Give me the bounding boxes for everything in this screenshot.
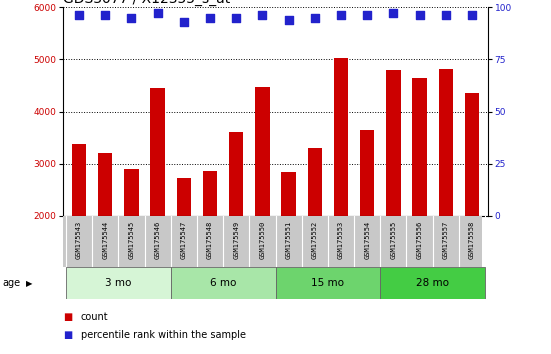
Text: count: count (81, 312, 109, 322)
Point (441, 13, 450, 18)
Point (258, 13, 267, 18)
Bar (276, 267, 380, 299)
Text: GSM175543: GSM175543 (76, 221, 82, 259)
Text: GSM175545: GSM175545 (128, 221, 134, 259)
Bar (229, 132, 244, 320)
Text: ■: ■ (63, 312, 73, 322)
Bar (380, 267, 485, 299)
Text: GSM175557: GSM175557 (443, 221, 449, 259)
Point (180, 19, 188, 24)
Text: age: age (3, 278, 21, 288)
Text: GSM175552: GSM175552 (312, 221, 318, 259)
Point (415, 13, 424, 18)
Text: GSM175558: GSM175558 (469, 221, 475, 259)
Text: GSM175548: GSM175548 (207, 221, 213, 259)
Text: ▶: ▶ (26, 279, 33, 288)
Point (232, 15, 241, 20)
Bar (203, 171, 217, 320)
Text: GSM175547: GSM175547 (181, 221, 187, 259)
Bar (72, 144, 87, 320)
Text: GSM175555: GSM175555 (390, 221, 396, 259)
Text: GDS3077 / X12355_s_at: GDS3077 / X12355_s_at (63, 0, 231, 6)
Point (467, 13, 476, 18)
Text: 15 mo: 15 mo (311, 278, 344, 288)
Bar (98, 153, 112, 320)
Bar (360, 130, 374, 320)
Text: GSM175551: GSM175551 (285, 221, 291, 259)
Text: GSM175556: GSM175556 (417, 221, 423, 259)
Bar (125, 170, 139, 320)
Point (310, 15, 319, 20)
Bar (464, 93, 479, 320)
Text: GSM175554: GSM175554 (364, 221, 370, 259)
Point (75, 13, 84, 18)
Text: GSM175549: GSM175549 (233, 221, 239, 259)
Text: 6 mo: 6 mo (210, 278, 236, 288)
Bar (171, 267, 276, 299)
Bar (66, 267, 171, 299)
Text: 3 mo: 3 mo (105, 278, 132, 288)
Text: 28 mo: 28 mo (416, 278, 449, 288)
Text: percentile rank within the sample: percentile rank within the sample (81, 330, 246, 339)
Bar (412, 78, 426, 320)
Bar (307, 148, 322, 320)
Text: GSM175550: GSM175550 (260, 221, 266, 259)
Bar (282, 172, 296, 320)
Point (363, 13, 371, 18)
Bar (334, 58, 348, 320)
Point (153, 11, 162, 16)
Text: GSM175553: GSM175553 (338, 221, 344, 259)
Text: GSM175546: GSM175546 (155, 221, 161, 259)
Point (206, 15, 214, 20)
Point (284, 17, 293, 22)
Bar (150, 88, 165, 320)
Bar (177, 178, 191, 320)
Bar (439, 69, 453, 320)
Point (127, 15, 136, 20)
Bar (255, 87, 269, 320)
Point (337, 13, 345, 18)
Bar (386, 70, 401, 320)
Point (101, 13, 110, 18)
Text: ■: ■ (63, 330, 73, 339)
Text: GSM175544: GSM175544 (102, 221, 108, 259)
Point (389, 11, 398, 16)
